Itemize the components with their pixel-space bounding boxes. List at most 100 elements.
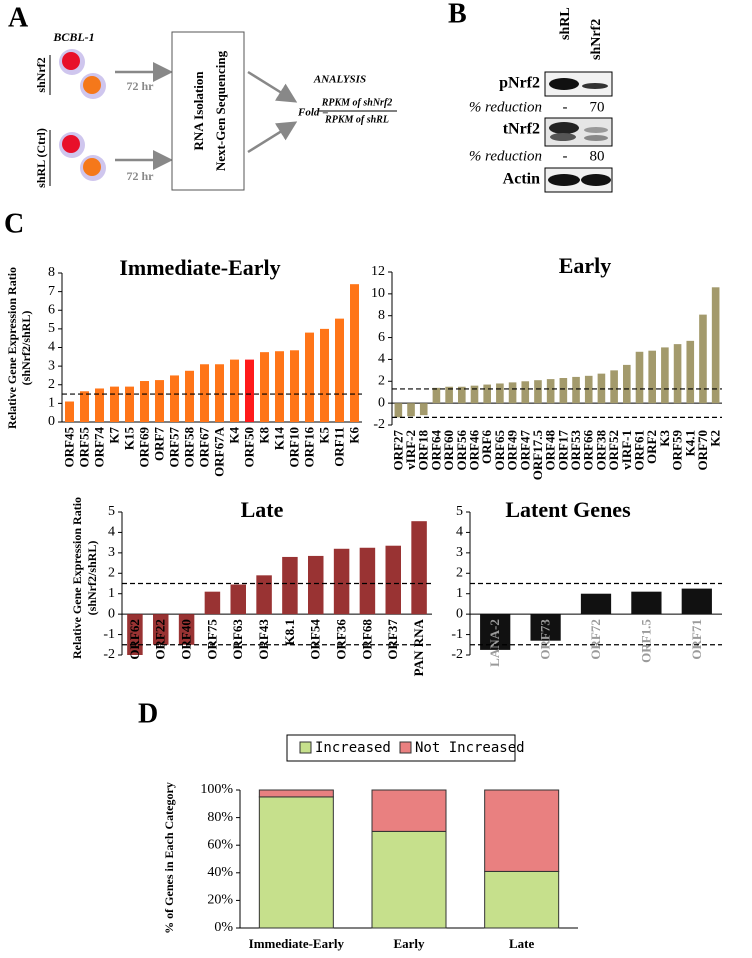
y-tick-label: 40% (207, 865, 233, 880)
x-tick-label: ORF37 (385, 619, 400, 660)
x-tick-label: ORF45 (61, 427, 76, 468)
x-tick-label: K5 (316, 427, 331, 444)
x-tick-label: ORF22 (153, 619, 168, 659)
bar (155, 380, 164, 422)
bar (320, 328, 329, 422)
x-tick-label: ORF16 (301, 427, 316, 468)
y-tick-label: 2 (456, 566, 463, 581)
x-tick-label: ORF72 (588, 619, 603, 659)
process-box (171, 31, 245, 191)
y-axis-label: Relative Gene Expression Ratio (70, 497, 84, 659)
bar (470, 385, 479, 404)
y-tick-label: -2 (103, 647, 115, 662)
bar (359, 547, 376, 615)
blot-label: pNrf2 (499, 75, 540, 92)
x-tick-label: ORF68 (359, 619, 374, 660)
bar (230, 584, 246, 615)
bar (282, 556, 298, 615)
reduction-value: 80 (590, 148, 605, 164)
chart-title: Early (559, 253, 612, 278)
legend-swatch (299, 741, 312, 754)
legend-label: Not Increased (415, 740, 525, 756)
x-tick-label: ORF18 (416, 430, 431, 471)
bar (125, 386, 134, 422)
x-tick-label: ORF71 (689, 619, 704, 659)
bar (635, 351, 644, 404)
bar (699, 314, 707, 404)
y-tick-label: 10 (371, 286, 385, 301)
y-tick-label: 2 (48, 377, 55, 392)
y-axis-label: (shNrf2/shRL) (19, 311, 33, 386)
bar (290, 350, 299, 422)
bar (686, 340, 695, 404)
y-tick-label: 1 (108, 586, 115, 601)
bar (256, 575, 272, 615)
x-tick-label: ORF65 (492, 430, 507, 471)
y-tick-label: 0 (378, 395, 385, 410)
bar (445, 386, 453, 404)
lane-label: shNrf2 (589, 19, 604, 60)
bar (333, 548, 350, 615)
bar-segment (371, 830, 447, 929)
x-tick-label: ORF10 (286, 427, 301, 467)
x-tick-label: K3 (657, 430, 672, 447)
y-tick-label: 4 (378, 352, 385, 367)
y-tick-label: 80% (207, 810, 233, 825)
chart-title: Late (241, 497, 284, 522)
blots (544, 71, 613, 193)
x-tick-label: ORF64 (428, 430, 443, 471)
y-tick-label: 3 (108, 545, 115, 560)
y-tick-label: 8 (48, 265, 55, 280)
bar (711, 287, 720, 404)
x-tick-label: ORF52 (606, 430, 621, 470)
x-tick-label: K14 (271, 427, 286, 451)
group-label: shRL (Ctrl) (34, 128, 48, 188)
y-tick-label: 0 (456, 606, 463, 621)
x-tick-label: K6 (346, 427, 361, 444)
y-tick-label: -1 (103, 627, 115, 642)
y-axis-label: Relative Gene Expression Ratio (5, 267, 19, 429)
x-tick-label: Late (509, 936, 535, 951)
x-tick-label: ORF17 (555, 430, 570, 471)
x-tick-label: ORF57 (166, 427, 181, 468)
blot-label: Actin (503, 171, 540, 188)
y-tick-label: 1 (48, 396, 55, 411)
y-axis-label: (shNrf2/shRL) (85, 541, 99, 616)
arrow (247, 70, 298, 103)
bar (681, 588, 712, 615)
bar (204, 591, 221, 615)
x-tick-label: ORF47 (517, 430, 532, 471)
x-tick-label: ORF60 (441, 430, 456, 470)
x-tick-label: ORF67 (196, 427, 211, 468)
x-tick-label: PAN RNA (411, 619, 426, 677)
x-tick-label: ORF58 (181, 427, 196, 468)
group-label: shNrf2 (34, 57, 48, 92)
x-tick-label: ORF55 (76, 427, 91, 468)
x-tick-label: ORF46 (466, 430, 481, 471)
bar (80, 391, 89, 422)
bar (170, 375, 179, 422)
bar (508, 382, 517, 404)
x-tick-label: ORF53 (568, 430, 583, 471)
bar-segment (258, 789, 334, 798)
reduction-value: - (563, 148, 568, 164)
y-tick-label: 6 (48, 302, 55, 317)
x-tick-label: ORF63 (230, 619, 245, 660)
x-tick-label: LANA-2 (487, 619, 502, 667)
bar (496, 383, 504, 404)
x-tick-label: ORF73 (538, 619, 553, 660)
x-tick-label: ORF17.5 (530, 430, 545, 481)
bar (661, 347, 669, 404)
fold-label: Fold = (297, 107, 328, 119)
bar-segment (371, 789, 447, 832)
bar (110, 386, 119, 422)
lane-label: shRL (558, 7, 573, 40)
y-tick-label: 2 (108, 566, 115, 581)
panel-letter: C (4, 208, 24, 239)
bar (580, 593, 612, 615)
x-tick-label: ORF67A (211, 426, 226, 476)
bar (178, 614, 195, 645)
x-tick-label: ORF6 (479, 430, 494, 464)
bar (407, 403, 415, 417)
